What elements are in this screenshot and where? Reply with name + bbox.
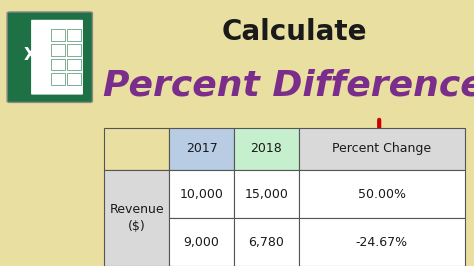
Text: Revenue
($): Revenue ($)	[109, 203, 164, 233]
Text: X: X	[24, 47, 37, 64]
Text: Percent Difference: Percent Difference	[103, 68, 474, 102]
Bar	[169, 218, 234, 266]
Bar	[51, 29, 65, 41]
Bar	[234, 128, 299, 170]
Bar	[299, 218, 465, 266]
Bar	[51, 59, 65, 70]
FancyBboxPatch shape	[7, 12, 92, 102]
Bar	[51, 73, 65, 85]
Text: 9,000: 9,000	[183, 236, 219, 248]
Text: Calculate: Calculate	[221, 18, 366, 46]
Bar	[299, 170, 465, 218]
Bar	[234, 218, 299, 266]
Bar	[67, 29, 81, 41]
Text: 10,000: 10,000	[180, 188, 223, 201]
Text: Percent Change: Percent Change	[332, 143, 431, 155]
Text: 2018: 2018	[251, 143, 282, 155]
Bar	[67, 59, 81, 70]
Bar	[67, 73, 81, 85]
Bar	[67, 44, 81, 56]
Bar	[104, 170, 169, 266]
Bar	[169, 128, 234, 170]
Text: 2017: 2017	[186, 143, 218, 155]
Bar	[169, 170, 234, 218]
FancyBboxPatch shape	[31, 20, 83, 95]
Text: 6,780: 6,780	[248, 236, 284, 248]
Text: 50.00%: 50.00%	[358, 188, 406, 201]
Bar	[51, 44, 65, 56]
Text: 15,000: 15,000	[245, 188, 288, 201]
Bar	[234, 170, 299, 218]
Bar	[104, 128, 169, 170]
Bar	[299, 128, 465, 170]
Text: -24.67%: -24.67%	[356, 236, 408, 248]
